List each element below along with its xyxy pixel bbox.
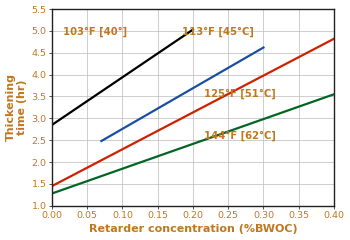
Text: 125°F [51°C]: 125°F [51°C] xyxy=(204,89,275,99)
X-axis label: Retarder concentration (%BWOC): Retarder concentration (%BWOC) xyxy=(89,224,297,234)
Y-axis label: Thickening
time (hr): Thickening time (hr) xyxy=(6,73,27,141)
Text: 113°F [45°C]: 113°F [45°C] xyxy=(182,27,254,37)
Text: 144°F [62°C]: 144°F [62°C] xyxy=(204,131,275,141)
Text: 103°F [40°]: 103°F [40°] xyxy=(63,27,127,37)
